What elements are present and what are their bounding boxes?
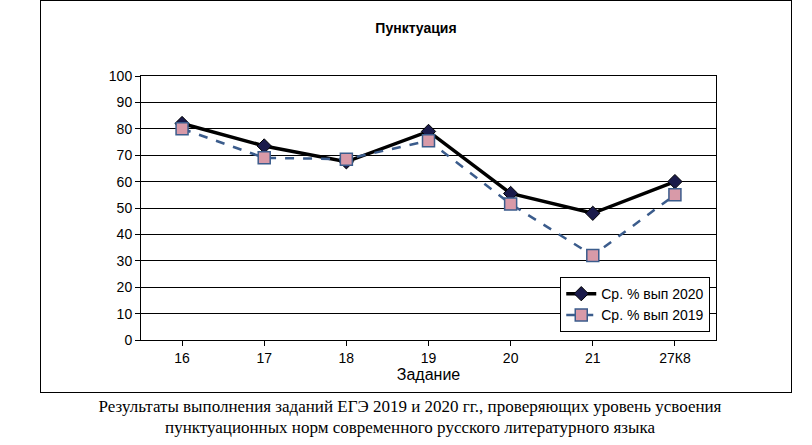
svg-text:Ср. % вып 2019: Ср. % вып 2019 bbox=[601, 307, 703, 323]
svg-text:90: 90 bbox=[117, 94, 133, 110]
svg-text:40: 40 bbox=[117, 226, 133, 242]
svg-text:20: 20 bbox=[117, 279, 133, 295]
svg-text:Задание: Задание bbox=[397, 366, 461, 383]
svg-text:27К8: 27К8 bbox=[659, 350, 691, 366]
svg-text:60: 60 bbox=[117, 174, 133, 190]
html-text:Результаты выполнения заданий: Результаты выполнения заданий ЕГЭ 2019 и… bbox=[98, 397, 722, 437]
svg-text:100: 100 bbox=[109, 68, 133, 84]
svg-text:50: 50 bbox=[117, 200, 133, 216]
svg-text:21: 21 bbox=[585, 350, 601, 366]
svg-text:Ср. % вып 2020: Ср. % вып 2020 bbox=[601, 286, 703, 302]
svg-text:30: 30 bbox=[117, 253, 133, 269]
svg-text:70: 70 bbox=[117, 147, 133, 163]
svg-text:16: 16 bbox=[174, 350, 190, 366]
svg-text:10: 10 bbox=[117, 306, 133, 322]
svg-text:Пунктуация: Пунктуация bbox=[375, 20, 456, 36]
svg-text:17: 17 bbox=[256, 350, 272, 366]
svg-text:20: 20 bbox=[503, 350, 519, 366]
svg-text:80: 80 bbox=[117, 121, 133, 137]
svg-text:18: 18 bbox=[339, 350, 355, 366]
svg-text:0: 0 bbox=[124, 332, 132, 348]
svg-text:19: 19 bbox=[421, 350, 437, 366]
